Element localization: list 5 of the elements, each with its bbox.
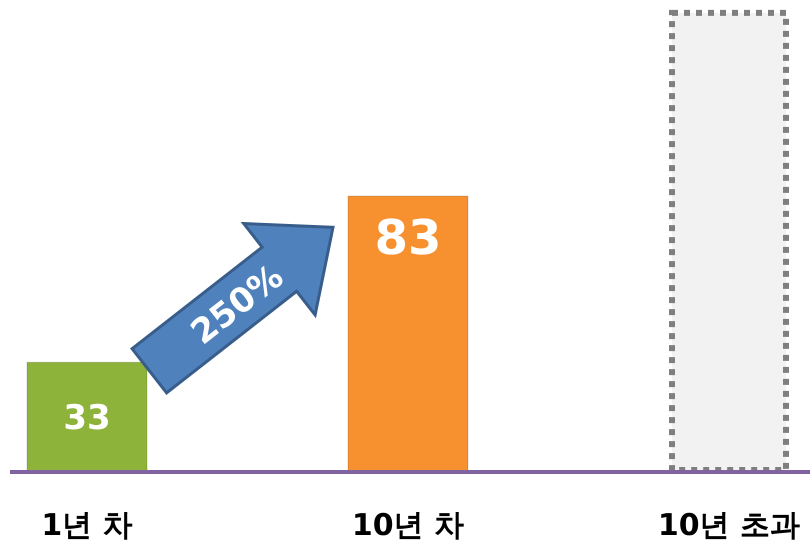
data-label: 33 xyxy=(63,398,111,438)
data-label: 83 xyxy=(374,210,442,266)
x-tick-label: 10년 초과 xyxy=(658,508,800,543)
x-tick-label: 10년 차 xyxy=(352,508,464,543)
x-tick-label: 1년 차 xyxy=(41,508,133,543)
